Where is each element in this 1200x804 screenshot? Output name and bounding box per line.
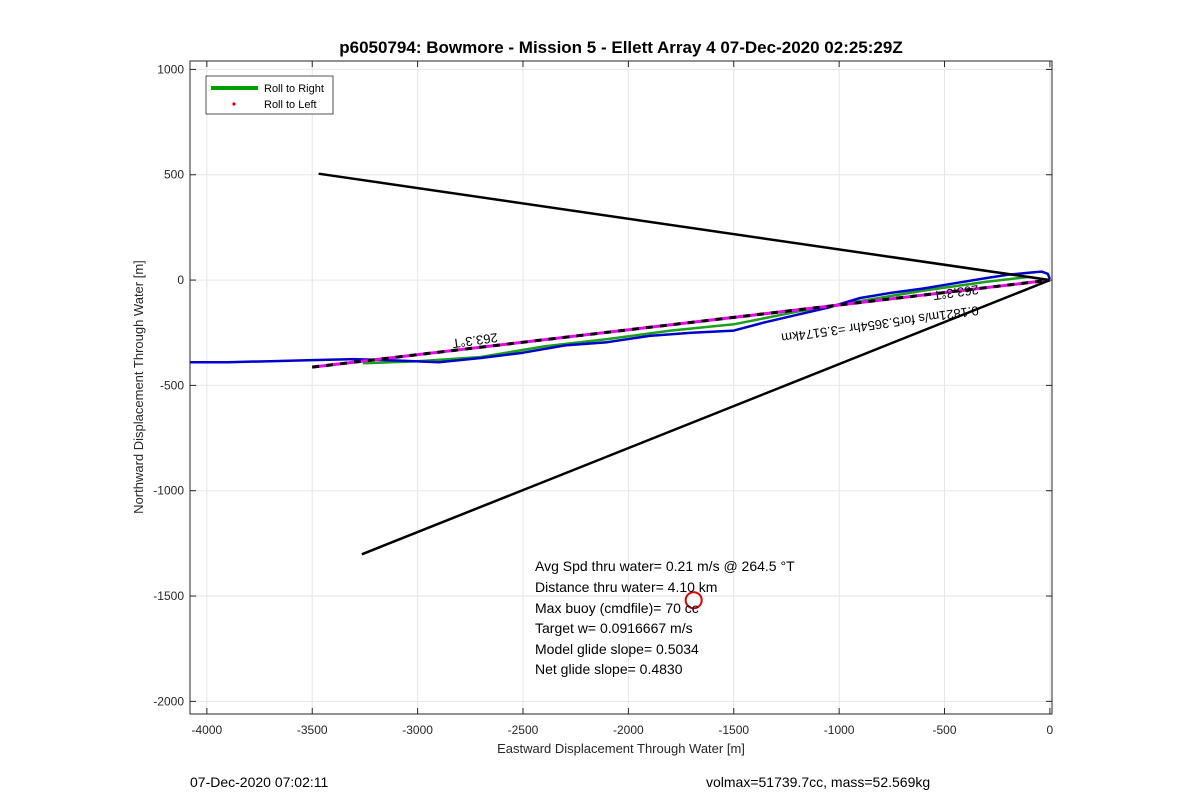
markers-group <box>684 591 703 610</box>
y-tick-label: 0 <box>177 273 184 287</box>
footer-timestamp: 07-Dec-2020 07:02:11 <box>190 774 328 790</box>
x-tick-label: -1000 <box>824 723 855 737</box>
bearing-label-right: 263.3°T <box>932 282 979 303</box>
x-tick-label: -4000 <box>192 723 223 737</box>
x-tick-label: -2500 <box>508 723 539 737</box>
legend-label-roll-left: Roll to Left <box>264 99 317 111</box>
plot-frame <box>189 60 1053 715</box>
footer-volmax-mass: volmax=51739.7cc, mass=52.569kg <box>706 774 930 790</box>
stat-avg-speed: Avg Spd thru water= 0.21 m/s @ 264.5 °T <box>535 558 795 574</box>
grid <box>190 61 1052 714</box>
series-line-lower-bound <box>361 278 1051 556</box>
legend-box <box>205 75 334 115</box>
x-tick-label: 0 <box>1047 723 1054 737</box>
y-tick-label: -500 <box>160 378 184 392</box>
legend-swatch-roll-left <box>232 102 236 106</box>
y-tick-label: 500 <box>164 168 184 182</box>
stat-distance: Distance thru water= 4.10 km <box>535 579 717 595</box>
bearing-label-left: 263.3°T <box>451 330 498 351</box>
x-tick-label: -500 <box>932 723 956 737</box>
series-line-upper-bound <box>318 172 1051 282</box>
y-tick-label: -2000 <box>153 694 184 708</box>
chart-title: p6050794: Bowmore - Mission 5 - Ellett A… <box>339 38 902 57</box>
y-tick-label: -1000 <box>153 484 184 498</box>
legend-label-roll-right: Roll to Right <box>264 83 324 95</box>
x-tick-label: -3500 <box>297 723 328 737</box>
series-line-mean-track-dashed <box>312 278 1051 369</box>
stat-model-glide: Model glide slope= 0.5034 <box>535 641 699 657</box>
x-tick-label: -3000 <box>402 723 433 737</box>
x-tick-label: -1500 <box>718 723 749 737</box>
stat-net-glide: Net glide slope= 0.4830 <box>535 661 683 677</box>
stats-block: Avg Spd thru water= 0.21 m/s @ 264.5 °T … <box>535 558 795 677</box>
legend: Roll to Right Roll to Left <box>205 75 334 115</box>
series-group <box>190 172 1052 556</box>
x-axis-label: Eastward Displacement Through Water [m] <box>497 741 745 756</box>
y-tick-label: 1000 <box>157 62 184 76</box>
stat-max-buoy: Max buoy (cmdfile)= 70 cc <box>535 600 699 616</box>
y-tick-label: -1500 <box>153 589 184 603</box>
stat-target-w: Target w= 0.0916667 m/s <box>535 620 693 636</box>
axis-ticks: -4000 -3500 -3000 -2500 -2000 -1500 -1000 -500 0… <box>153 61 1054 737</box>
y-axis-label: Northward Displacement Through Water [m] <box>131 260 146 514</box>
plot-area <box>190 61 1052 714</box>
x-tick-label: -2000 <box>613 723 644 737</box>
max-buoy-marker <box>684 591 703 610</box>
